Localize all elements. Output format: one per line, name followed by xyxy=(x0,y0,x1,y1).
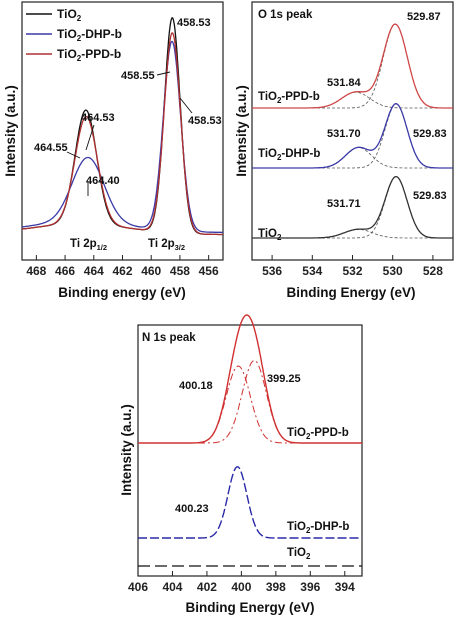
series-line-tio2-ppd-b xyxy=(252,23,453,109)
n1s-ann-399-25: 399.25 xyxy=(267,373,301,385)
o1s-ann-531-70: 531.70 xyxy=(327,128,361,140)
o1s-x-ticks: 536 534 532 530 528 xyxy=(262,255,443,278)
fit-component xyxy=(252,103,453,169)
ti2p-ann-458-53-top: 458.53 xyxy=(177,17,211,29)
fit-component xyxy=(252,176,453,239)
n1s-x-axis-label: Binding Energy (eV) xyxy=(185,600,314,615)
n1s-panel-title: N 1s peak xyxy=(142,332,196,344)
n1s-ann-400-23: 400.23 xyxy=(175,503,209,515)
o1s-ann-529-87: 529.87 xyxy=(407,11,441,23)
n1s-y-axis-label: Intensity (a.u.) xyxy=(119,404,134,496)
x-tick-label: 402 xyxy=(197,580,217,594)
o1s-panel-title: O 1s peak xyxy=(258,9,313,21)
n1s-series-label-dhp: TiO2-DHP-b xyxy=(287,521,349,535)
ti2p-ann-458-53-right: 458.53 xyxy=(188,115,222,127)
n1s-series-label-ppd: TiO2-PPD-b xyxy=(287,427,349,441)
o1s-y-axis-label: Intensity (a.u.) xyxy=(234,85,249,177)
n1s-series-label-tio2: TiO2 xyxy=(287,547,311,561)
series-line-dhp xyxy=(138,466,362,539)
x-tick-label: 464 xyxy=(84,264,104,278)
o1s-series-label-tio2: TiO2 xyxy=(258,228,282,242)
o1s-ann-531-71: 531.71 xyxy=(327,198,361,210)
x-tick-label: 462 xyxy=(112,264,132,278)
ti2p-peak-label-three-half: Ti 2p3/2 xyxy=(148,238,185,252)
o1s-panel: O 1s peak 536 534 532 530 528 529.87 531.84 … xyxy=(234,1,454,300)
x-tick-label: 404 xyxy=(162,580,182,594)
n1s-panel: N 1s peak 406 404 402 400 398 396 394 400.18 3… xyxy=(119,314,363,615)
ti2p-ann-464-55-leader xyxy=(66,151,81,159)
ti2p-legend: TiO2 TiO2-DHP-b TiO2-PPD-b xyxy=(26,7,122,63)
ti2p-ann-458-55: 458.55 xyxy=(121,70,155,82)
x-tick-label: 460 xyxy=(141,264,161,278)
x-tick-label: 536 xyxy=(262,264,282,278)
ti2p-x-ticks: 468 466 464 462 460 458 456 xyxy=(26,255,219,278)
fit-component xyxy=(252,229,453,239)
x-tick-label: 406 xyxy=(128,580,148,594)
fit-component xyxy=(138,359,362,444)
legend-label-tio2: TiO2 xyxy=(57,7,82,23)
x-tick-label: 456 xyxy=(199,264,219,278)
o1s-ann-531-84: 531.84 xyxy=(327,77,362,89)
ti2p-x-axis-label: Binding energy (eV) xyxy=(58,285,186,300)
x-tick-label: 398 xyxy=(266,580,286,594)
series-line-tio2-dhp-b xyxy=(252,103,453,169)
legend-label-ppd: TiO2-PPD-b xyxy=(57,47,121,63)
o1s-ann-529-83-mid: 529.83 xyxy=(413,128,447,140)
ti2p-peak-label-half: Ti 2p1/2 xyxy=(70,238,107,252)
series-line-ppd xyxy=(138,314,362,444)
fit-component xyxy=(252,91,453,109)
ti2p-ann-458-55-leader xyxy=(156,71,171,76)
x-tick-label: 530 xyxy=(383,264,403,278)
x-tick-label: 458 xyxy=(170,264,190,278)
ti2p-curves xyxy=(21,16,223,236)
ti2p-ann-464-53: 464.53 xyxy=(81,112,115,124)
o1s-x-axis-label: Binding Energy (eV) xyxy=(286,285,415,300)
o1s-series-label-dhp: TiO2-DHP-b xyxy=(258,148,320,162)
o1s-curves xyxy=(252,23,453,239)
n1s-ann-400-18: 400.18 xyxy=(179,380,213,392)
x-tick-label: 528 xyxy=(423,264,443,278)
ti2p-panel: 468 466 464 462 460 458 456 TiO2 TiO2-DHP-b Ti… xyxy=(3,1,224,300)
x-tick-label: 400 xyxy=(231,580,251,594)
o1s-ann-529-83-low: 529.83 xyxy=(413,190,447,202)
n1s-x-ticks: 406 404 402 400 398 396 394 xyxy=(128,571,355,594)
n1s-curves xyxy=(138,314,362,567)
series-line-tio2 xyxy=(252,175,453,239)
ti2p-ann-464-40: 464.40 xyxy=(86,175,120,187)
ti2p-ann-464-53-leader xyxy=(85,124,95,151)
ti2p-ann-458-53-leader xyxy=(179,97,193,114)
series-line-tio2-ppd-b xyxy=(21,32,223,236)
ti2p-y-axis-label: Intensity (a.u.) xyxy=(3,85,18,177)
series-line-tio2-dhp-b xyxy=(22,40,223,234)
x-tick-label: 466 xyxy=(55,264,75,278)
x-tick-label: 468 xyxy=(26,264,46,278)
o1s-series-label-ppd: TiO2-PPD-b xyxy=(258,91,320,105)
n1s-plot-frame xyxy=(137,324,363,577)
fit-component xyxy=(252,23,453,109)
x-tick-label: 396 xyxy=(300,580,320,594)
x-tick-label: 394 xyxy=(335,580,355,594)
x-tick-label: 534 xyxy=(302,264,322,278)
legend-label-dhp: TiO2-DHP-b xyxy=(57,27,122,43)
x-tick-label: 532 xyxy=(342,264,362,278)
ti2p-ann-464-55: 464.55 xyxy=(34,142,68,154)
